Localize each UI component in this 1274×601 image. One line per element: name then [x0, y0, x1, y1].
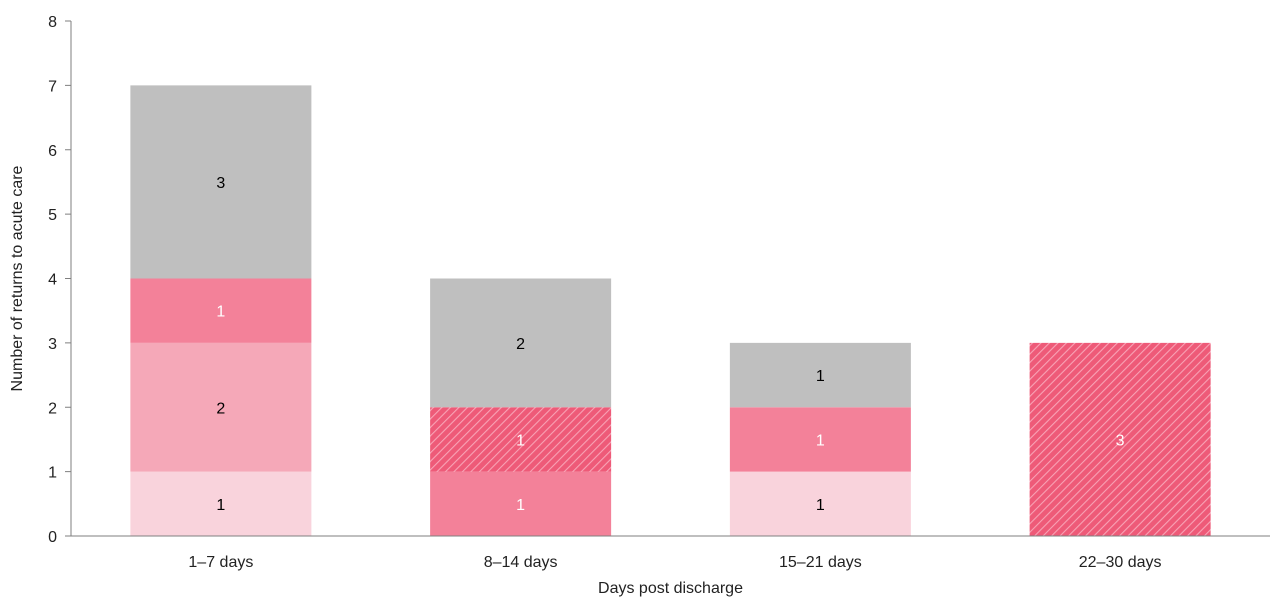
bar-segment [729, 471, 911, 536]
x-tick-label: 8–14 days [484, 554, 558, 571]
y-tick-label: 7 [48, 78, 57, 95]
bar-segment-label: 2 [516, 336, 525, 353]
bar-segment [130, 471, 312, 536]
bar-segment-label: 1 [216, 304, 225, 321]
bar-segment-label: 2 [216, 400, 225, 417]
bar-segment-label: 1 [816, 497, 825, 514]
y-tick-label: 0 [48, 529, 57, 546]
y-axis-title: Number of returns to acute care [9, 165, 26, 391]
segment-label-group: 1 2 1 3 1 1 2 1 1 1 3 [216, 175, 1124, 514]
bar-segment [130, 278, 312, 343]
y-tick-label: 6 [48, 143, 57, 160]
y-tick-label: 2 [48, 400, 57, 417]
bar-segment [430, 471, 612, 536]
bar-segment [430, 407, 612, 472]
bar-segment [729, 342, 911, 408]
bar-segment-label: 1 [216, 497, 225, 514]
bar-segment-label: 3 [1116, 432, 1125, 449]
y-tick-label: 4 [48, 272, 57, 289]
bar-segment-label: 1 [816, 368, 825, 385]
y-tick-label: 1 [48, 465, 57, 482]
bar-segment [430, 278, 612, 408]
bar-segment-label: 1 [516, 497, 525, 514]
bar-segment [729, 407, 911, 472]
x-tick-label: 1–7 days [188, 554, 253, 571]
x-tick-label: 22–30 days [1079, 554, 1162, 571]
y-tick-label: 5 [48, 207, 57, 224]
x-axis-ticks: 1–7 days 8–14 days 15–21 days 22–30 days [188, 554, 1161, 571]
bar-segment-label: 1 [816, 432, 825, 449]
x-axis-title: Days post discharge [598, 580, 743, 597]
bar-segment-label: 1 [516, 432, 525, 449]
bar-segment [1029, 342, 1211, 536]
y-tick-label: 3 [48, 336, 57, 353]
bar-segment [130, 85, 312, 279]
y-axis-ticks: 0 1 2 3 4 5 6 7 8 [48, 14, 71, 546]
bar-group [130, 85, 1211, 536]
y-tick-label: 8 [48, 14, 57, 31]
x-tick-label: 15–21 days [779, 554, 862, 571]
bar-segment [130, 342, 312, 472]
bar-segment-label: 3 [216, 175, 225, 192]
